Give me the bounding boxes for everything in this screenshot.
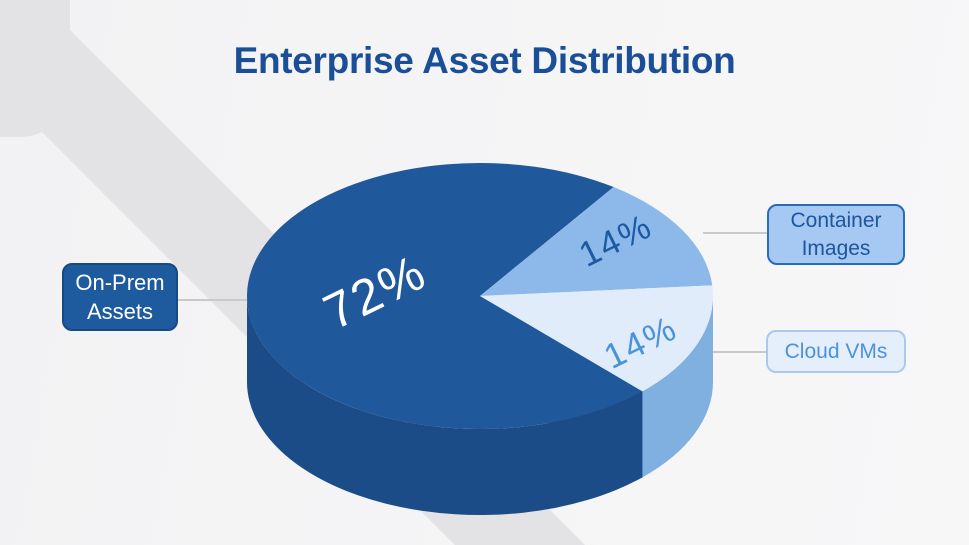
- pie-slice-0: [246, 163, 643, 430]
- background-corner-block: [0, 0, 70, 137]
- label-on-prem-assets: On-Prem Assets: [62, 263, 178, 331]
- label-cloud-vms: Cloud VMs: [766, 330, 906, 373]
- connector-line-container-images: [703, 232, 769, 234]
- label-container-images: Container Images: [767, 204, 905, 265]
- pie-side-0: [246, 296, 643, 515]
- connector-line-cloud-vms: [694, 351, 767, 353]
- pie-slice-2: [480, 285, 713, 392]
- connector-line-on-prem: [176, 299, 250, 301]
- page-title: Enterprise Asset Distribution: [233, 40, 736, 81]
- pie-side-2: [642, 296, 713, 478]
- pie-slice-1: [480, 187, 713, 296]
